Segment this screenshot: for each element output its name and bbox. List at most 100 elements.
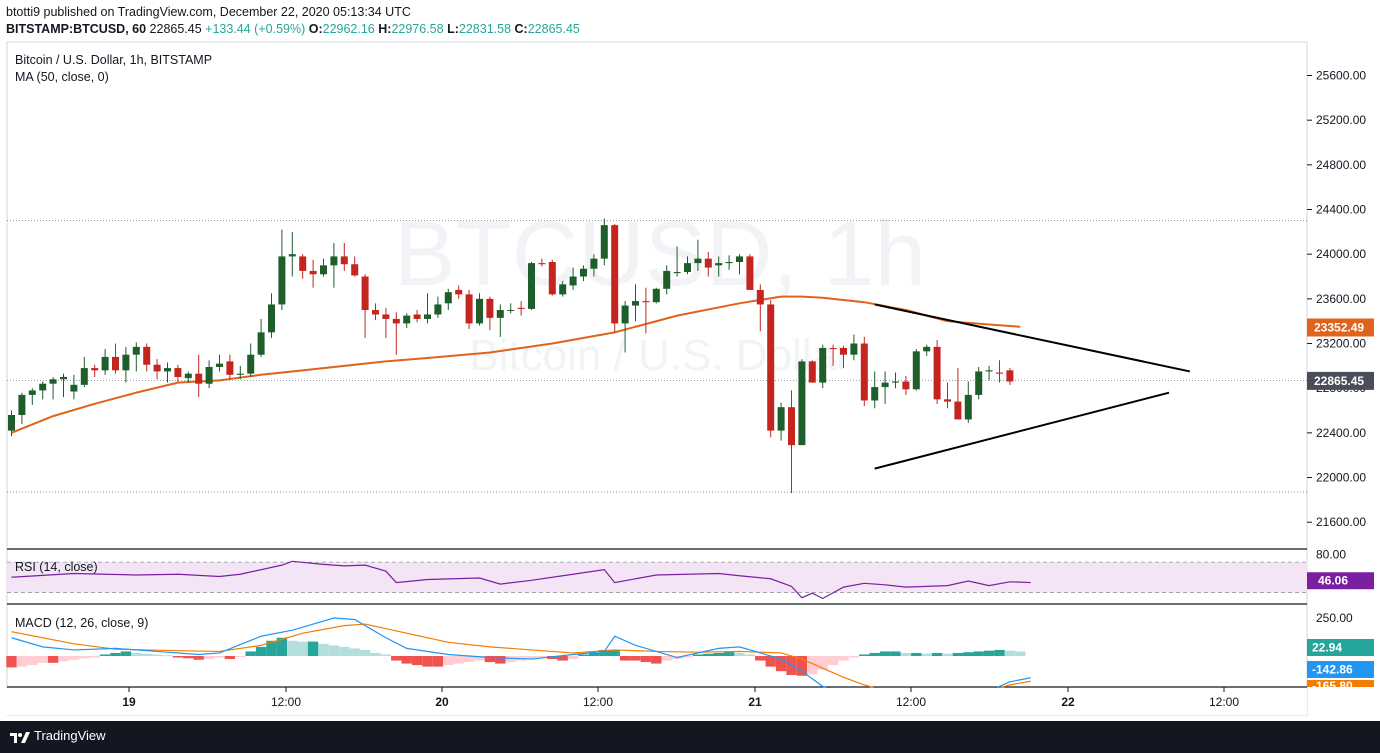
candle-body <box>985 370 993 372</box>
macd-histogram-bar <box>27 656 38 666</box>
candle-body <box>268 304 275 333</box>
macd-histogram-bar <box>183 656 194 659</box>
chart-canvas[interactable]: BTCUSD, 1h Bitcoin / U.S. Dollar 80.00 46… <box>0 0 1380 720</box>
macd-histogram-bar <box>318 643 329 656</box>
candle-body <box>28 390 36 395</box>
close-label: C: <box>514 22 528 36</box>
last-price-marker-bg <box>1307 371 1374 390</box>
macd-histogram-bar <box>599 649 610 656</box>
candle-body <box>642 301 650 303</box>
axis-markers: 23352.49 22865.45 <box>1307 318 1374 390</box>
candle-body <box>580 268 587 277</box>
macd-histogram-bar <box>713 652 724 656</box>
macd-signal-marker-bg <box>1307 680 1374 687</box>
candle-body <box>590 258 598 269</box>
macd-histogram-bar <box>495 656 506 664</box>
candle-body <box>361 276 369 311</box>
candle-body <box>424 314 431 319</box>
candle-body <box>788 407 795 446</box>
candle-body <box>372 310 379 315</box>
last-price-marker: 22865.45 <box>1314 374 1364 388</box>
macd-histogram-bar <box>162 655 173 657</box>
macd-histogram-bar <box>994 649 1005 656</box>
price-tick-label: 24800.00 <box>1316 158 1366 172</box>
macd-histogram-bar <box>224 656 236 660</box>
macd-histogram-bar <box>609 649 620 656</box>
candle-body <box>164 368 171 372</box>
candle-body <box>257 332 265 355</box>
candle-body <box>798 361 806 446</box>
low-value: 22831.58 <box>458 22 512 36</box>
rsi-line <box>11 560 1031 600</box>
candle-body <box>528 263 535 309</box>
rsi-marker-bg <box>1307 572 1374 590</box>
macd-histogram-bar <box>214 656 225 658</box>
candle-body <box>756 289 764 305</box>
footer-brand[interactable]: TradingView <box>34 728 106 743</box>
candle-body <box>330 256 338 266</box>
macd-histogram-bar <box>443 656 454 666</box>
candle-body <box>351 264 359 276</box>
macd-histogram-bar <box>276 637 288 656</box>
price-tick-label: 23600.00 <box>1316 292 1366 306</box>
macd-histogram-bar <box>245 651 256 656</box>
triangle-lower-line <box>874 391 1170 470</box>
candle-body <box>434 304 442 315</box>
candle-body <box>8 414 15 431</box>
candle-body <box>746 256 754 290</box>
candle-body <box>860 343 868 401</box>
macd-histogram-bar <box>47 656 59 663</box>
high-label: H: <box>378 22 392 36</box>
candle-body <box>538 263 546 265</box>
macd-histogram-bar <box>474 656 485 661</box>
macd-histogram-bar <box>734 652 745 656</box>
candle-body <box>715 263 723 266</box>
macd-histogram-bar <box>838 656 849 661</box>
macd-histogram-bar <box>370 652 381 656</box>
ma-price-marker-bg <box>1307 318 1374 337</box>
macd-histogram-bar <box>921 653 932 656</box>
rsi-band <box>7 562 1307 593</box>
macd-histogram-bar <box>16 656 28 667</box>
macd-histogram-bar <box>973 651 984 656</box>
macd-histogram-bar <box>796 656 808 676</box>
candle-body <box>704 258 712 268</box>
footer-bar: TradingView <box>0 721 1380 753</box>
time-axis: 19 12:00 20 12:00 21 12:00 22 12:00 <box>0 687 1307 715</box>
macd-histogram-bar <box>339 646 350 656</box>
macd-signal-marker: -165.80 <box>1312 679 1353 693</box>
candle-body <box>91 368 99 371</box>
macd-histogram-bar <box>307 641 319 656</box>
triangle-pattern <box>874 303 1191 470</box>
symbol-label: BITSTAMP:BTCUSD, 60 <box>6 22 147 36</box>
candle-body <box>829 347 837 350</box>
open-label: O: <box>308 22 323 36</box>
macd-histogram-bar <box>235 656 246 657</box>
candle-body <box>112 356 119 371</box>
macd-histogram-bar <box>37 656 48 663</box>
macd-histogram-bar <box>661 656 672 661</box>
time-tick-label: 12:00 <box>583 695 613 709</box>
rsi-tick-label: 80.00 <box>1316 548 1346 562</box>
macd-histogram-bar <box>99 654 111 656</box>
candle-body <box>548 261 556 295</box>
macd-histogram-bar <box>931 652 943 656</box>
macd-histogram-bar <box>526 656 537 660</box>
price-tick-label: 23200.00 <box>1316 337 1366 351</box>
macd-value-marker: -142.86 <box>1312 663 1353 677</box>
time-axis-bg <box>0 688 1307 715</box>
price-tick-label: 21600.00 <box>1316 515 1366 529</box>
candle-body <box>694 258 702 264</box>
macd-histogram-bar <box>567 656 579 660</box>
triangle-upper-line <box>874 303 1191 373</box>
macd-histogram-bar <box>755 656 766 661</box>
tradingview-logo-icon <box>10 732 30 743</box>
price-tick-label: 22400.00 <box>1316 426 1366 440</box>
price-tick-label: 22000.00 <box>1316 471 1366 485</box>
candle-body <box>621 305 629 324</box>
macd-histogram-marker: 22.94 <box>1312 641 1342 655</box>
macd-histogram-bar <box>203 656 215 660</box>
price-tick-label: 25200.00 <box>1316 113 1366 127</box>
watermark-name: Bitcoin / U.S. Dollar <box>469 331 850 380</box>
candle-body <box>80 368 88 385</box>
